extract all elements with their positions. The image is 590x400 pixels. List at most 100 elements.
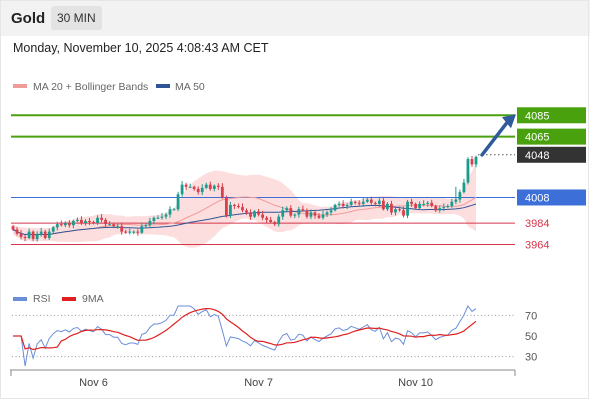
candle xyxy=(450,198,454,208)
candle xyxy=(59,220,63,227)
candle-body xyxy=(27,231,31,239)
candle xyxy=(51,226,55,235)
candle-body xyxy=(253,211,256,217)
candle-body xyxy=(402,210,405,216)
candle xyxy=(224,195,228,218)
candle xyxy=(96,215,99,225)
candle xyxy=(128,228,132,235)
candle-body xyxy=(188,186,192,188)
candle xyxy=(148,217,152,228)
candle xyxy=(337,201,341,207)
candle xyxy=(104,218,107,228)
candle xyxy=(229,201,232,219)
legend-swatch-9ma xyxy=(62,297,76,301)
candle-body xyxy=(317,215,321,218)
candle-body xyxy=(184,184,188,187)
candle xyxy=(402,206,405,218)
candle-body xyxy=(233,204,236,207)
candle-body xyxy=(442,207,446,209)
legend-label-9ma: 9MA xyxy=(82,293,104,305)
candle-body xyxy=(132,231,136,233)
candle xyxy=(192,185,196,191)
candle-body xyxy=(345,204,349,207)
legend-label-rsi: RSI xyxy=(33,293,51,305)
candle xyxy=(325,210,329,218)
candle-body xyxy=(361,201,365,204)
candle-body xyxy=(176,194,180,210)
candle-body xyxy=(285,208,289,211)
candle-body xyxy=(430,202,434,207)
timeframe-badge[interactable]: 30 MIN xyxy=(51,6,102,30)
candle-body xyxy=(454,199,458,202)
candle xyxy=(317,213,321,220)
candle-body xyxy=(136,231,140,233)
candle-body xyxy=(39,231,43,234)
candle xyxy=(156,215,160,220)
candle xyxy=(172,207,176,211)
resistance-badge-4085 xyxy=(517,107,586,124)
x-tick-label: Nov 10 xyxy=(398,377,433,389)
candle-body xyxy=(124,231,128,233)
candle xyxy=(349,198,353,207)
legend-group: MA 20 + Bollinger Bands MA 50 xyxy=(13,81,205,93)
candle-body xyxy=(220,186,224,198)
candle-body xyxy=(257,211,260,215)
candle xyxy=(76,217,79,223)
candle-body xyxy=(237,206,240,208)
candle xyxy=(11,225,15,231)
forecast-arrow-shaft xyxy=(480,119,510,157)
rsi-tick-50: 50 xyxy=(525,331,537,343)
candle xyxy=(212,184,216,192)
candle-body xyxy=(434,206,438,211)
candle-body xyxy=(140,226,144,233)
candle xyxy=(458,189,462,203)
candle xyxy=(410,198,413,207)
candle xyxy=(265,215,269,223)
candle-body xyxy=(446,206,450,208)
candle-body xyxy=(394,209,397,213)
candle xyxy=(39,228,43,237)
candles-layer xyxy=(11,155,478,242)
candle xyxy=(414,202,418,210)
candle xyxy=(309,209,313,220)
candle-body xyxy=(76,219,79,221)
candle xyxy=(454,186,458,205)
candle-body xyxy=(156,217,160,219)
candle-body xyxy=(249,212,252,217)
candle-body xyxy=(224,197,228,216)
candle-body xyxy=(67,223,71,226)
candle-body xyxy=(353,201,357,203)
candle xyxy=(152,216,156,224)
x-tick-label: Nov 7 xyxy=(244,377,273,389)
candle xyxy=(377,198,381,207)
candle xyxy=(140,222,144,234)
candle-body xyxy=(458,192,462,200)
candle xyxy=(15,227,19,236)
candle xyxy=(216,183,220,190)
candle-body xyxy=(152,217,156,221)
candle-body xyxy=(55,224,59,228)
candle-body xyxy=(19,233,23,237)
candle-body xyxy=(47,231,51,239)
forecast-arrow-head xyxy=(502,114,516,129)
candle-body xyxy=(470,159,474,165)
candle-body xyxy=(59,224,63,226)
datetime-label: Monday, November 10, 2025 4:08:43 AM CET xyxy=(13,41,269,55)
candle xyxy=(422,200,426,207)
candle xyxy=(442,203,446,212)
level-lines-layer xyxy=(11,114,515,245)
candle xyxy=(361,198,365,207)
rsi-tick-30: 30 xyxy=(525,352,537,364)
candle-body xyxy=(120,226,124,232)
candle-body xyxy=(31,231,35,240)
candle-body xyxy=(71,220,75,226)
pivot-label-4008: 4008 xyxy=(525,192,549,204)
candle-body xyxy=(128,231,132,233)
candle xyxy=(27,228,31,240)
candle xyxy=(43,229,47,240)
legend-swatch-rsi xyxy=(13,297,27,301)
candle-body xyxy=(337,203,341,205)
candle-body xyxy=(23,236,27,239)
candle xyxy=(418,201,422,211)
candle xyxy=(273,220,277,227)
